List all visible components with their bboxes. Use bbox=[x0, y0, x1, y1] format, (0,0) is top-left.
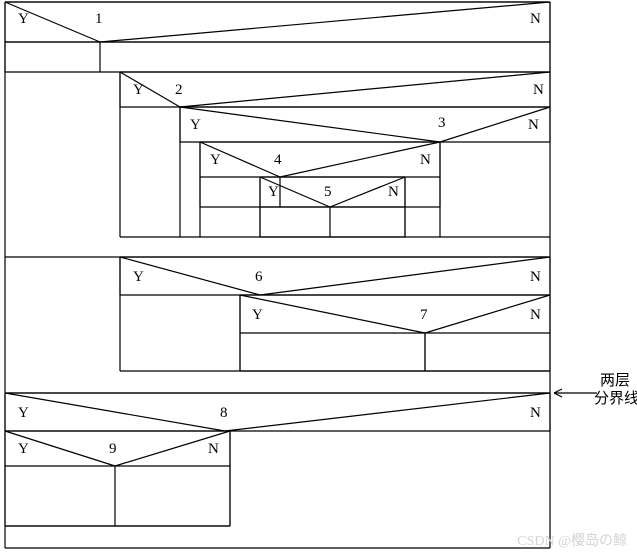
node-4-Y: Y bbox=[210, 151, 221, 169]
node-2-Y: Y bbox=[133, 81, 144, 99]
watermark: CSDN @樱岛の鲸 bbox=[517, 530, 627, 550]
node-1-Y: Y bbox=[18, 10, 29, 28]
node-2-num: 2 bbox=[175, 81, 183, 99]
node-1-N: N bbox=[530, 10, 541, 28]
node-9-num: 9 bbox=[109, 440, 117, 458]
node-3-num: 3 bbox=[438, 114, 446, 132]
node-4-num: 4 bbox=[274, 151, 282, 169]
node-5-N: N bbox=[388, 183, 399, 201]
node-8-num: 8 bbox=[220, 404, 228, 422]
node-5-num: 5 bbox=[324, 183, 332, 201]
node-6-num: 6 bbox=[255, 268, 263, 286]
node-4-N: N bbox=[420, 151, 431, 169]
annotation-line2: 分界线 bbox=[594, 390, 637, 408]
diagram-stage: Y1NY2NY3NY4NY5NY6NY7NY8NY9N两层分界线 CSDN @樱… bbox=[0, 0, 637, 556]
node-7-num: 7 bbox=[420, 306, 428, 324]
node-9-N: N bbox=[208, 440, 219, 458]
node-9-Y: Y bbox=[18, 440, 29, 458]
node-3-Y: Y bbox=[190, 116, 201, 134]
node-7-N: N bbox=[530, 306, 541, 324]
node-8-Y: Y bbox=[18, 404, 29, 422]
node-6-N: N bbox=[530, 268, 541, 286]
node-2-N: N bbox=[533, 81, 544, 99]
node-7-Y: Y bbox=[252, 306, 263, 324]
annotation-line1: 两层 bbox=[600, 372, 630, 390]
node-3-N: N bbox=[528, 116, 539, 134]
node-8-N: N bbox=[530, 404, 541, 422]
node-6-Y: Y bbox=[133, 268, 144, 286]
node-1-num: 1 bbox=[95, 10, 103, 28]
node-5-Y: Y bbox=[268, 183, 279, 201]
